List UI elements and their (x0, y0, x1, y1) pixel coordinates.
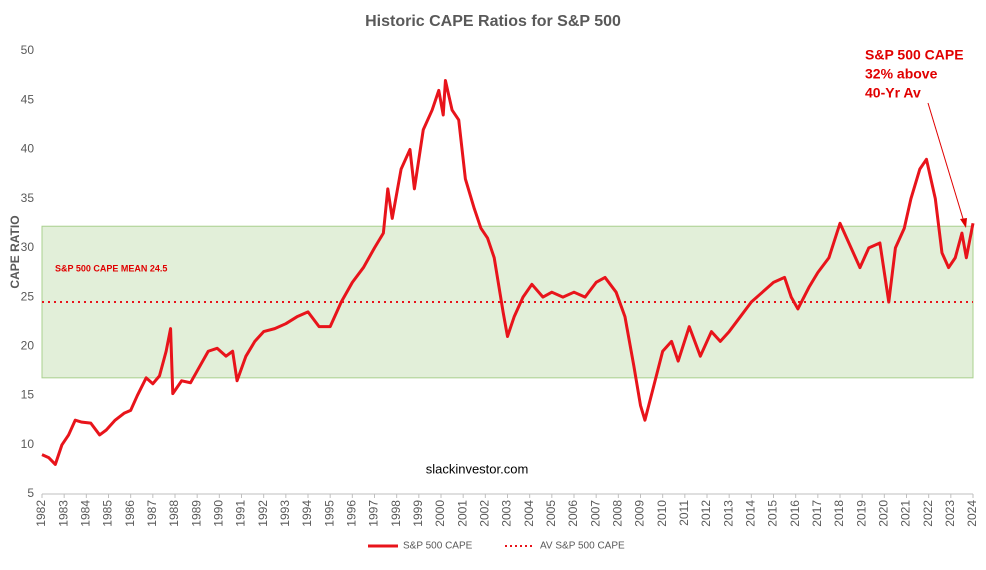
x-tick-label: 2010 (655, 500, 669, 527)
x-tick-label: 1987 (145, 500, 159, 527)
x-tick-label: 1984 (79, 500, 93, 527)
y-tick-label: 10 (21, 437, 35, 451)
x-tick-label: 2022 (921, 500, 935, 527)
y-tick-label: 25 (21, 289, 35, 303)
x-tick-label: 2004 (522, 500, 536, 527)
x-tick-label: 1997 (367, 500, 381, 527)
x-tick-label: 1988 (167, 500, 181, 527)
x-tick-label: 1996 (345, 500, 359, 527)
plot-area (41, 79, 975, 466)
y-tick-label: 40 (21, 142, 35, 156)
x-tick-label: 2006 (566, 500, 580, 527)
arrow (927, 102, 965, 223)
x-tick-label: 2003 (500, 500, 514, 527)
x-tick-label: 2012 (699, 500, 713, 527)
data-line (41, 79, 975, 466)
x-tick-label: 2019 (854, 500, 868, 527)
y-tick-label: 5 (27, 486, 34, 500)
x-tick-label: 2002 (478, 500, 492, 527)
x-tick-label: 1993 (278, 500, 292, 527)
annotation: 32% above (865, 66, 938, 82)
chart-title: Historic CAPE Ratios for S&P 500 (365, 13, 621, 30)
x-tick-label: 2008 (611, 500, 625, 527)
legend-label: AV S&P 500 CAPE (540, 541, 625, 552)
arrow-head (960, 218, 967, 228)
x-tick-label: 2021 (899, 500, 913, 527)
x-tick-label: 2014 (744, 500, 758, 527)
x-tick-label: 1999 (411, 500, 425, 527)
annotation: S&P 500 CAPE MEAN 24.5 (55, 263, 167, 273)
x-tick-label: 1998 (389, 500, 403, 527)
y-tick-label: 50 (21, 43, 35, 57)
x-tick-label: 2024 (965, 500, 979, 527)
x-tick-label: 1986 (123, 500, 137, 527)
x-tick-label: 2011 (677, 500, 691, 526)
x-tick-label: 2016 (788, 500, 802, 527)
x-tick-label: 2020 (877, 500, 891, 527)
x-tick-label: 1995 (322, 500, 336, 527)
y-tick-label: 15 (21, 388, 35, 402)
y-tick-label: 30 (21, 240, 35, 254)
x-tick-label: 1985 (101, 500, 115, 527)
x-tick-label: 2005 (544, 500, 558, 527)
x-tick-label: 1990 (212, 500, 226, 527)
x-tick-label: 2023 (943, 500, 957, 527)
y-tick-label: 20 (21, 339, 35, 353)
legend-label: S&P 500 CAPE (403, 541, 473, 552)
x-tick-label: 2009 (633, 500, 647, 527)
watermark: slackinvestor.com (426, 461, 529, 476)
x-tick-label: 1991 (234, 500, 248, 527)
x-tick-label: 1992 (256, 500, 270, 527)
x-tick-label: 2013 (721, 500, 735, 527)
x-tick-label: 2000 (433, 500, 447, 527)
y-axis-label: CAPE RATIO (8, 215, 22, 288)
x-tick-label: 2015 (766, 500, 780, 527)
x-tick-label: 1983 (56, 500, 70, 527)
y-tick-label: 45 (21, 92, 35, 106)
x-tick-label: 1982 (34, 500, 48, 527)
annotation: 40-Yr Av (865, 85, 921, 101)
annotation: S&P 500 CAPE (865, 47, 964, 63)
x-tick-label: 2017 (810, 500, 824, 527)
x-tick-label: 2018 (832, 500, 846, 527)
x-tick-label: 1989 (189, 500, 203, 527)
x-tick-label: 2007 (588, 500, 602, 527)
x-tick-label: 2001 (455, 500, 469, 527)
x-tick-label: 1994 (300, 500, 314, 527)
y-tick-label: 35 (21, 191, 35, 205)
